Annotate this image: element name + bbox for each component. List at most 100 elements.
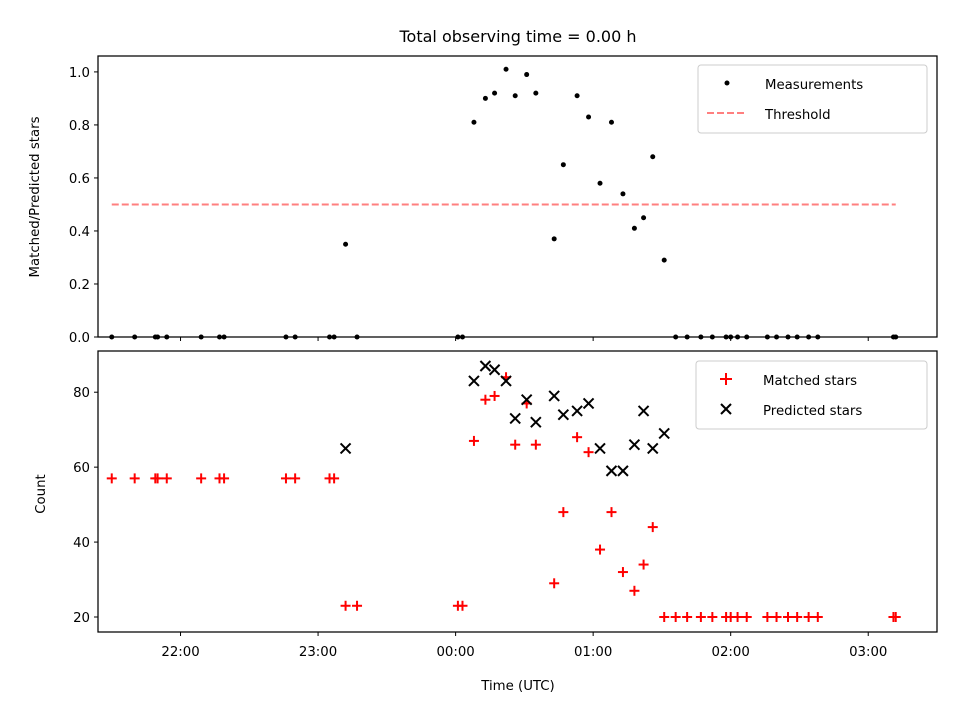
predicted-star-point bbox=[637, 405, 650, 417]
matched-star-point bbox=[290, 473, 301, 484]
predicted-star-point bbox=[628, 438, 641, 451]
predicted-star-point bbox=[500, 375, 512, 387]
legend-measurements-label: Measurements bbox=[765, 78, 863, 93]
matched-star-point bbox=[530, 439, 541, 450]
bottom-y-tick-label: 20 bbox=[73, 611, 90, 626]
matched-star-point bbox=[352, 600, 363, 611]
matched-star-point bbox=[629, 585, 640, 596]
matched-star-point bbox=[762, 612, 773, 623]
matched-star-point bbox=[468, 435, 479, 446]
legend-predicted-label: Predicted stars bbox=[763, 404, 862, 419]
bottom-y-tick-label: 40 bbox=[73, 536, 90, 551]
matched-star-point bbox=[549, 578, 560, 589]
matched-star-point bbox=[510, 439, 521, 450]
matched-star-point bbox=[792, 612, 803, 623]
matched-star-point bbox=[782, 612, 793, 623]
predicted-star-point bbox=[548, 390, 560, 402]
measurement-point bbox=[343, 241, 349, 247]
matched-star-point bbox=[707, 612, 718, 623]
bottom-x-tick-label: 03:00 bbox=[849, 645, 887, 660]
predicted-star-point bbox=[605, 465, 618, 477]
matched-star-point bbox=[558, 507, 569, 518]
matched-star-point bbox=[196, 473, 207, 484]
matched-star-point bbox=[682, 612, 693, 623]
matched-star-point bbox=[489, 390, 500, 401]
measurement-point bbox=[524, 72, 530, 78]
predicted-star-point bbox=[530, 416, 542, 428]
measurement-point bbox=[661, 257, 667, 263]
bottom-x-axis-label: Time (UTC) bbox=[480, 679, 555, 694]
matched-star-point bbox=[219, 473, 230, 484]
bottom-x-tick-label: 01:00 bbox=[574, 645, 612, 660]
bottom-legend: Matched stars Predicted stars bbox=[695, 360, 928, 430]
legend-predicted-marker bbox=[720, 403, 732, 415]
measurement-point bbox=[471, 119, 477, 125]
measurement-point bbox=[503, 66, 509, 72]
matched-star-point bbox=[583, 447, 594, 458]
matched-star-point bbox=[771, 612, 782, 623]
matched-star-point bbox=[890, 612, 901, 623]
predicted-star-point bbox=[488, 364, 501, 376]
matched-star-point bbox=[161, 473, 172, 484]
predicted-star-point bbox=[339, 442, 352, 455]
predicted-star-point bbox=[571, 405, 583, 417]
matched-star-point bbox=[695, 612, 706, 623]
top-y-tick-label: 1.0 bbox=[69, 66, 90, 81]
bottom-x-tick-label: 02:00 bbox=[712, 645, 750, 660]
matched-star-point bbox=[280, 473, 291, 484]
top-y-tick-label: 0.2 bbox=[69, 278, 90, 293]
bottom-y-tick-label: 60 bbox=[73, 461, 90, 476]
top-legend: Measurements Threshold bbox=[697, 64, 928, 134]
bottom-y-tick-label: 80 bbox=[73, 386, 90, 401]
matched-star-point bbox=[480, 394, 491, 405]
top-y-tick-label: 0.8 bbox=[69, 119, 90, 134]
measurement-point bbox=[650, 154, 656, 160]
bottom-y-axis-label: Count bbox=[34, 474, 49, 514]
matched-star-point bbox=[129, 473, 140, 484]
measurement-point bbox=[608, 119, 614, 125]
matched-star-point bbox=[606, 507, 617, 518]
matched-star-point bbox=[329, 473, 340, 484]
bottom-x-tick-label: 00:00 bbox=[436, 645, 474, 660]
matched-star-point bbox=[647, 522, 658, 533]
predicted-star-point bbox=[509, 412, 521, 425]
legend-measurements-marker bbox=[724, 80, 730, 86]
top-legend-box bbox=[697, 64, 928, 134]
bottom-axes-frame bbox=[97, 350, 938, 633]
matched-star-point bbox=[595, 544, 606, 555]
top-y-tick-label: 0.4 bbox=[69, 225, 90, 240]
matched-star-point bbox=[340, 600, 351, 611]
matched-star-point bbox=[812, 612, 823, 623]
matched-star-point bbox=[152, 473, 163, 484]
measurement-point bbox=[551, 236, 557, 242]
matched-star-point bbox=[803, 612, 814, 623]
matched-star-point bbox=[638, 559, 649, 570]
predicted-star-point bbox=[557, 408, 570, 421]
measurement-point bbox=[620, 191, 626, 197]
bottom-legend-box bbox=[695, 360, 928, 430]
measurement-point bbox=[512, 93, 518, 99]
predicted-star-point bbox=[617, 465, 629, 477]
matched-star-point bbox=[741, 612, 752, 623]
measurement-point bbox=[482, 95, 488, 101]
legend-threshold-label: Threshold bbox=[764, 108, 831, 123]
measurement-point bbox=[597, 180, 603, 186]
predicted-star-point bbox=[468, 375, 480, 387]
predicted-star-point bbox=[582, 397, 595, 410]
predicted-star-point bbox=[520, 393, 533, 406]
top-y-tick-label: 0.0 bbox=[69, 331, 90, 346]
bottom-x-tick-label: 22:00 bbox=[161, 645, 199, 660]
legend-matched-label: Matched stars bbox=[763, 374, 857, 389]
predicted-star-point bbox=[594, 442, 606, 455]
top-axes: 0.0 0.2 0.4 0.6 0.8 1.0 Matched/Predicted sta… bbox=[28, 55, 938, 346]
predicted-star-point bbox=[479, 360, 492, 372]
measurement-point bbox=[533, 90, 539, 96]
matched-star-point bbox=[106, 473, 117, 484]
measurement-point bbox=[492, 90, 498, 96]
top-y-tick-label: 0.6 bbox=[69, 172, 90, 187]
chart-title: Total observing time = 0.00 h bbox=[398, 27, 636, 46]
matched-star-point bbox=[617, 567, 628, 578]
predicted-star-point bbox=[647, 442, 659, 455]
